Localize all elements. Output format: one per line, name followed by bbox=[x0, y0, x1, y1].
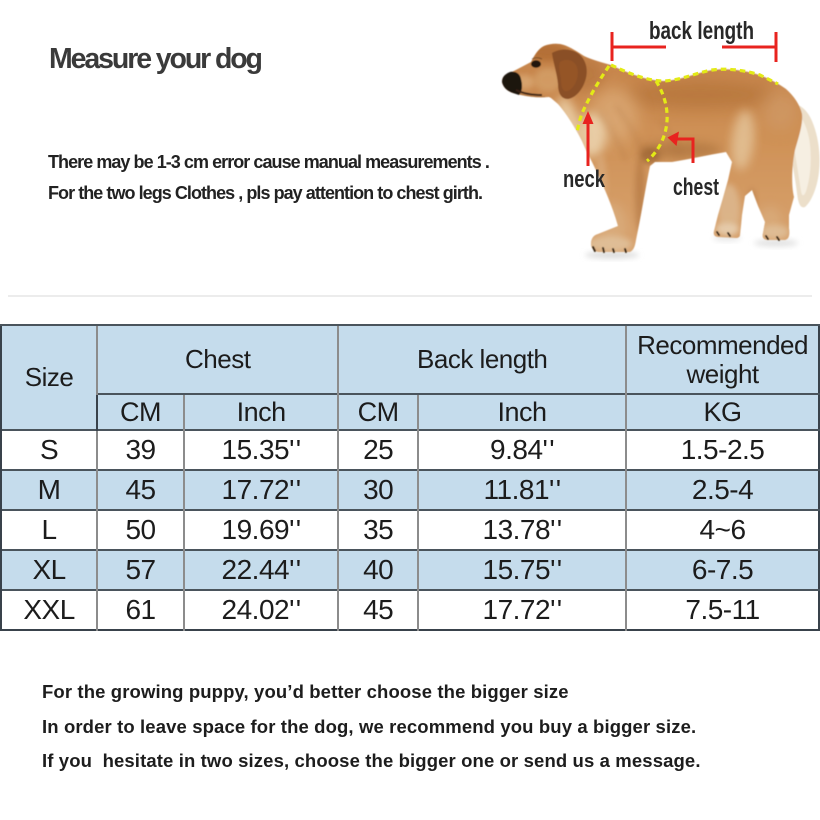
svg-text:back length: back length bbox=[649, 17, 754, 45]
svg-text:chest: chest bbox=[673, 174, 719, 201]
svg-text:neck: neck bbox=[563, 166, 606, 193]
